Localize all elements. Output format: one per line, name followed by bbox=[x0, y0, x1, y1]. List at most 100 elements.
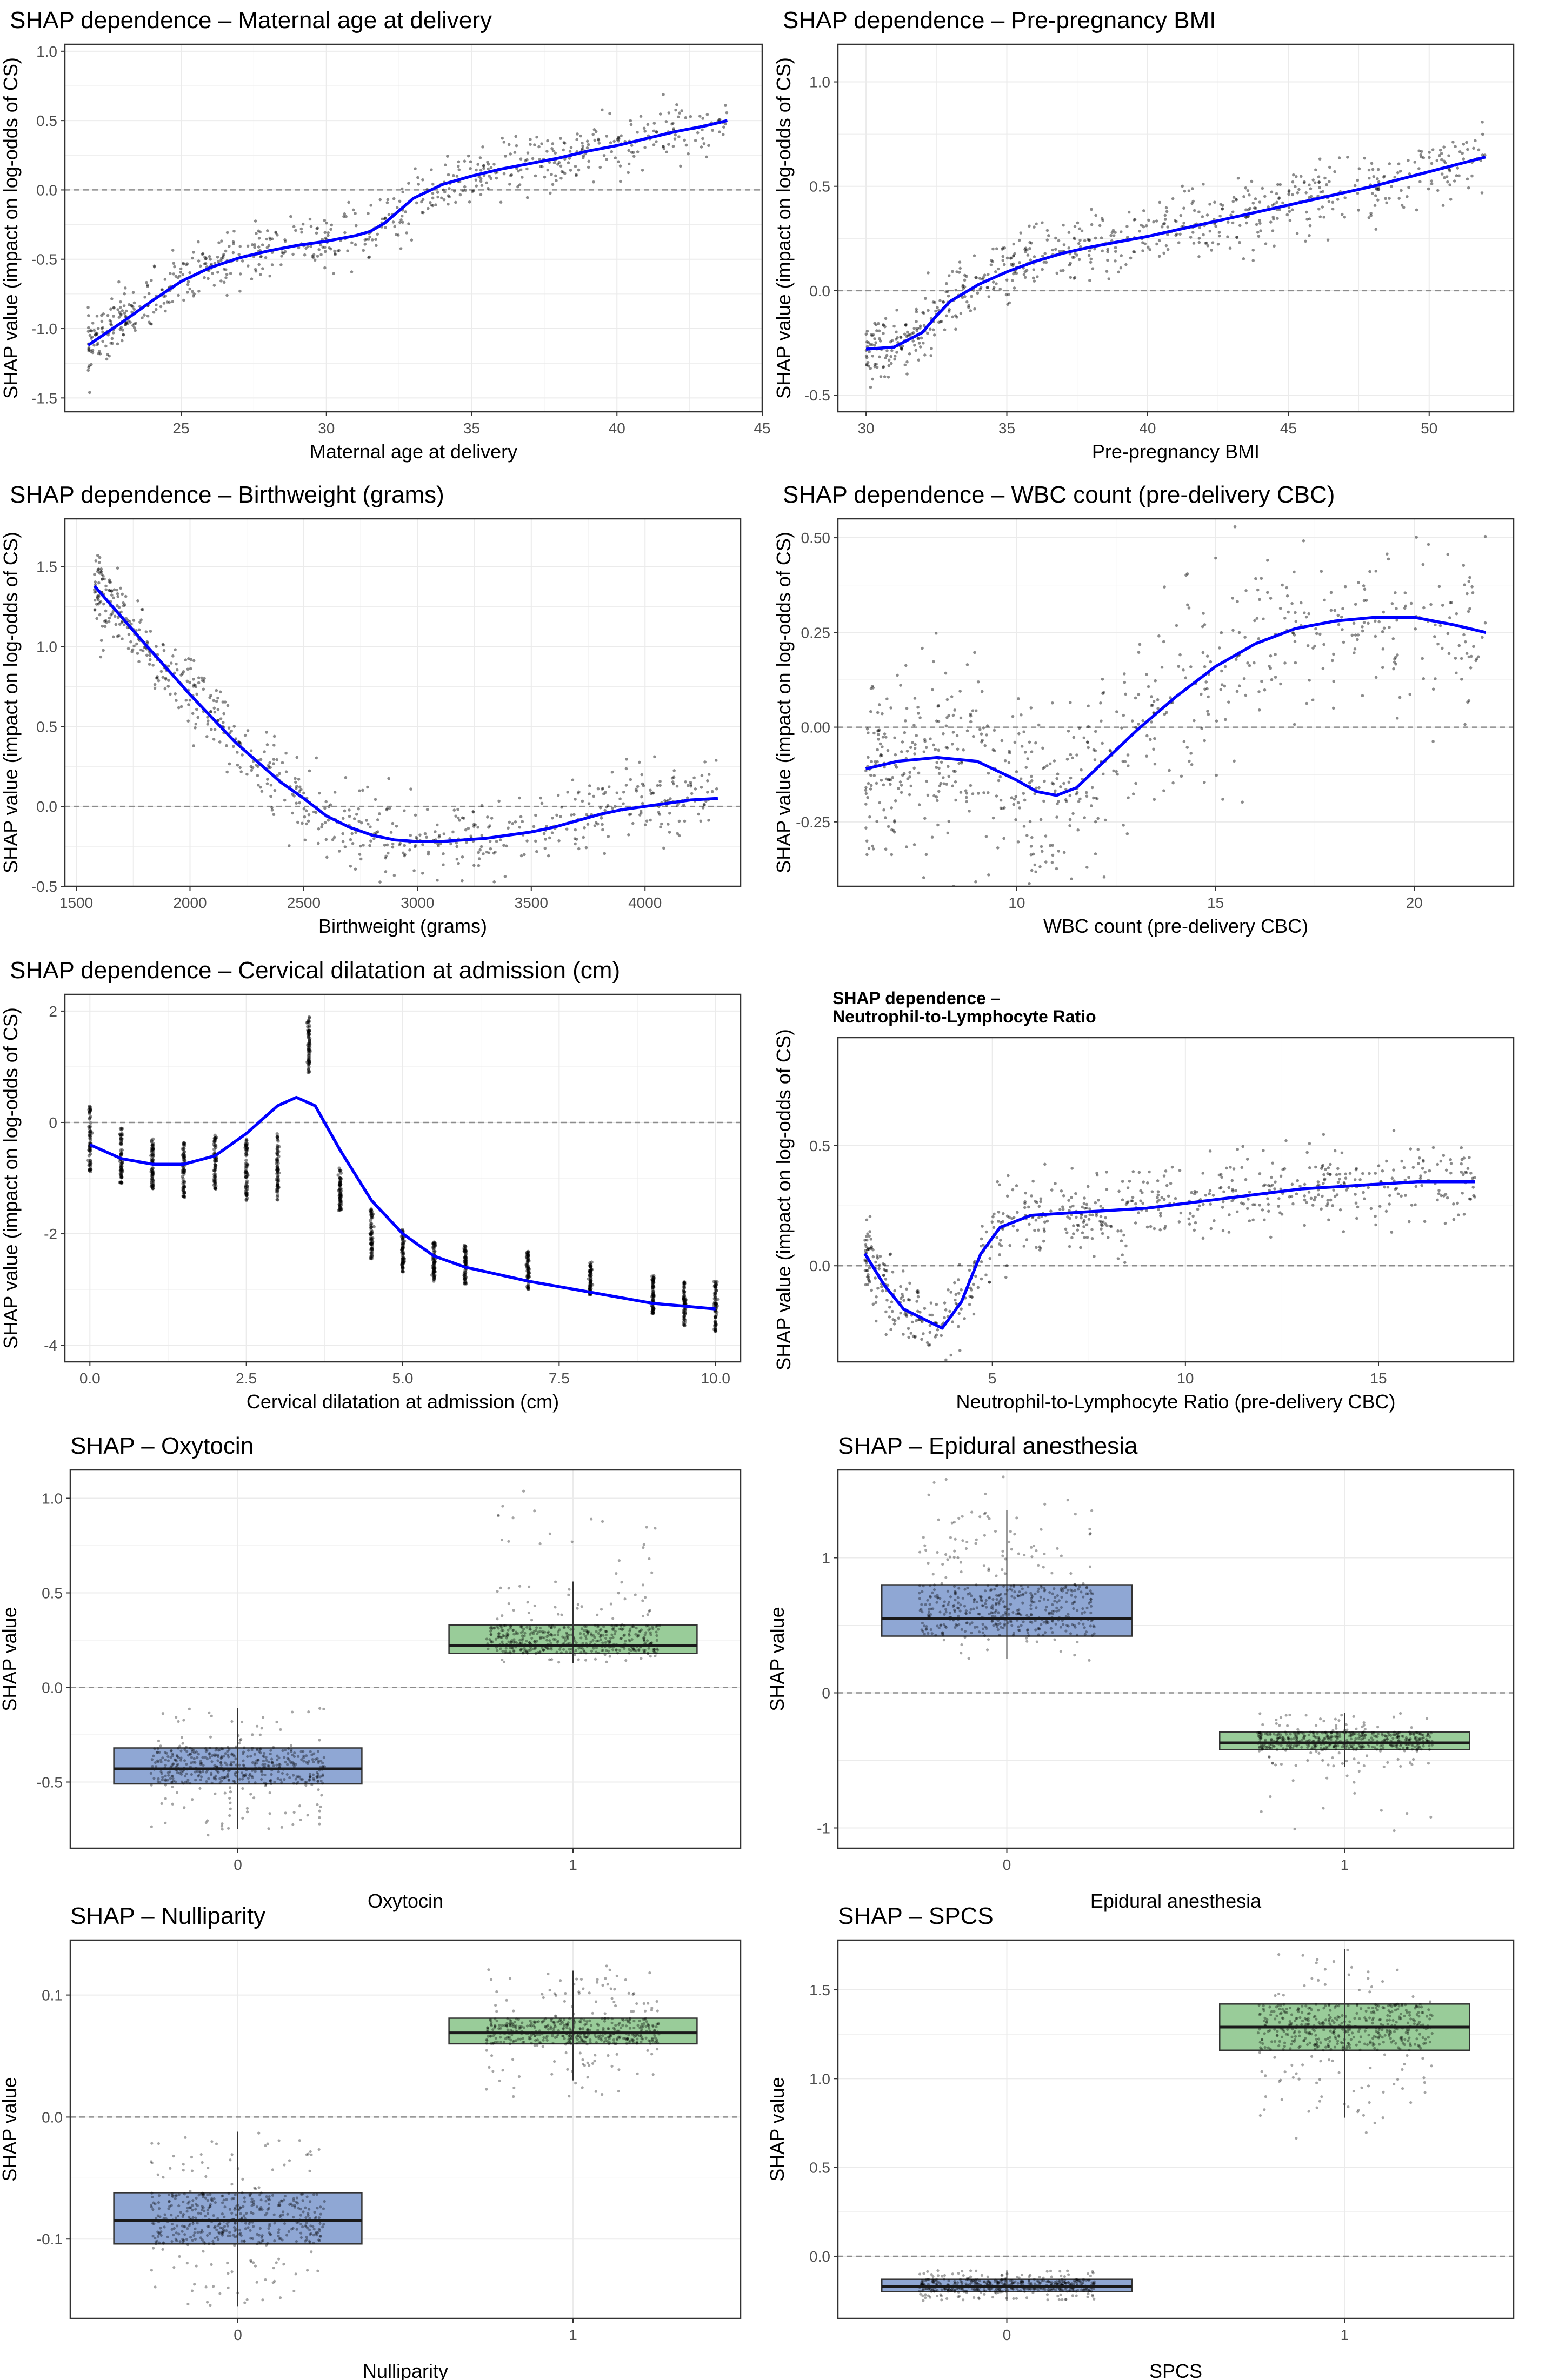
scatter-point bbox=[213, 1160, 217, 1164]
y-tick-label: 1.0 bbox=[36, 639, 57, 656]
scatter-point bbox=[371, 1212, 375, 1216]
scatter-point bbox=[1034, 1200, 1037, 1203]
scatter-point bbox=[1065, 758, 1069, 761]
scatter-point bbox=[1294, 175, 1298, 178]
scatter-point bbox=[350, 270, 354, 273]
scatter-point bbox=[479, 177, 483, 180]
scatter-point bbox=[1444, 1168, 1448, 1172]
scatter-point bbox=[295, 801, 298, 805]
scatter-point bbox=[895, 330, 898, 334]
scatter-point bbox=[213, 1180, 217, 1185]
scatter-point bbox=[601, 786, 605, 790]
scatter-point bbox=[525, 158, 529, 162]
scatter-point bbox=[510, 173, 514, 177]
scatter-point bbox=[877, 703, 881, 706]
scatter-point bbox=[864, 1235, 868, 1238]
scatter-point bbox=[651, 1293, 656, 1297]
scatter-point bbox=[908, 771, 911, 774]
scatter-point bbox=[338, 1187, 342, 1191]
scatter-point bbox=[866, 795, 869, 799]
scatter-point bbox=[962, 748, 965, 752]
scatter-point bbox=[682, 1311, 686, 1315]
scatter-point bbox=[400, 1262, 404, 1267]
scatter-point bbox=[307, 819, 310, 823]
scatter-point bbox=[519, 168, 523, 172]
scatter-point bbox=[1073, 277, 1076, 280]
y-tick-label: -0.5 bbox=[31, 878, 57, 895]
scatter-point bbox=[338, 1196, 342, 1200]
scatter-point bbox=[1075, 1215, 1078, 1219]
scatter-point bbox=[234, 737, 238, 740]
scatter-point bbox=[435, 823, 439, 827]
scatter-point bbox=[119, 1164, 124, 1168]
scatter-point bbox=[336, 249, 339, 253]
scatter-point bbox=[1280, 1212, 1284, 1216]
scatter-point bbox=[232, 229, 236, 233]
scatter-point bbox=[213, 1136, 217, 1140]
scatter-point bbox=[214, 1156, 218, 1161]
scatter-point bbox=[469, 160, 472, 164]
scatter-point bbox=[652, 122, 656, 125]
scatter-point bbox=[985, 733, 988, 737]
scatter-point bbox=[431, 1258, 435, 1262]
scatter-point bbox=[216, 708, 220, 711]
scatter-point bbox=[307, 1034, 310, 1038]
scatter-point bbox=[1446, 632, 1450, 636]
scatter-point bbox=[463, 1258, 467, 1262]
scatter-point bbox=[651, 1297, 655, 1301]
scatter-point bbox=[307, 1035, 311, 1039]
scatter-point bbox=[607, 785, 611, 788]
scatter-point bbox=[185, 262, 189, 265]
scatter-point bbox=[1033, 792, 1036, 795]
scatter-point bbox=[432, 1266, 436, 1270]
scatter-point bbox=[1132, 250, 1135, 253]
scatter-point bbox=[213, 1180, 217, 1184]
scatter-point bbox=[1231, 629, 1235, 632]
scatter-point bbox=[1088, 238, 1091, 242]
scatter-point bbox=[121, 1169, 125, 1173]
scatter-point bbox=[370, 1212, 374, 1216]
scatter-point bbox=[427, 852, 430, 856]
scatter-point bbox=[588, 1261, 592, 1265]
scatter-point bbox=[1294, 620, 1298, 623]
scatter-point bbox=[250, 768, 254, 772]
scatter-point bbox=[1400, 203, 1404, 207]
scatter-point bbox=[1331, 200, 1335, 204]
scatter-point bbox=[401, 1257, 404, 1261]
scatter-point bbox=[524, 1255, 529, 1259]
scatter-point bbox=[309, 244, 312, 248]
scatter-point bbox=[1357, 209, 1360, 212]
scatter-point bbox=[1100, 1227, 1103, 1231]
scatter-point bbox=[682, 1314, 686, 1318]
scatter-point bbox=[1141, 249, 1144, 252]
scatter-point bbox=[130, 650, 134, 653]
scatter-point bbox=[877, 1267, 881, 1271]
scatter-point bbox=[1452, 1202, 1455, 1206]
scatter-point bbox=[150, 1169, 154, 1173]
scatter-point bbox=[942, 732, 945, 736]
scatter-point bbox=[88, 1149, 92, 1153]
scatter-point bbox=[680, 109, 684, 112]
scatter-point bbox=[182, 1185, 186, 1189]
scatter-point bbox=[1317, 180, 1321, 184]
scatter-point bbox=[212, 1144, 217, 1148]
scatter-point bbox=[525, 1263, 529, 1267]
scatter-point bbox=[865, 727, 869, 731]
scatter-point bbox=[683, 1311, 687, 1315]
scatter-point bbox=[574, 798, 577, 801]
scatter-point bbox=[535, 135, 538, 139]
scatter-point bbox=[1336, 613, 1340, 617]
scatter-point bbox=[277, 1171, 281, 1175]
scatter-point bbox=[652, 1294, 656, 1299]
scatter-point bbox=[88, 1159, 92, 1163]
scatter-point bbox=[589, 1287, 593, 1291]
scatter-point bbox=[402, 1257, 406, 1261]
scatter-point bbox=[123, 603, 126, 606]
scatter-point bbox=[1400, 189, 1403, 192]
y-tick-label: 0.0 bbox=[36, 798, 57, 815]
scatter-point bbox=[1311, 698, 1315, 702]
scatter-point bbox=[88, 1105, 91, 1109]
scatter-point bbox=[947, 774, 951, 778]
scatter-point bbox=[617, 136, 621, 139]
scatter-point bbox=[924, 297, 927, 300]
